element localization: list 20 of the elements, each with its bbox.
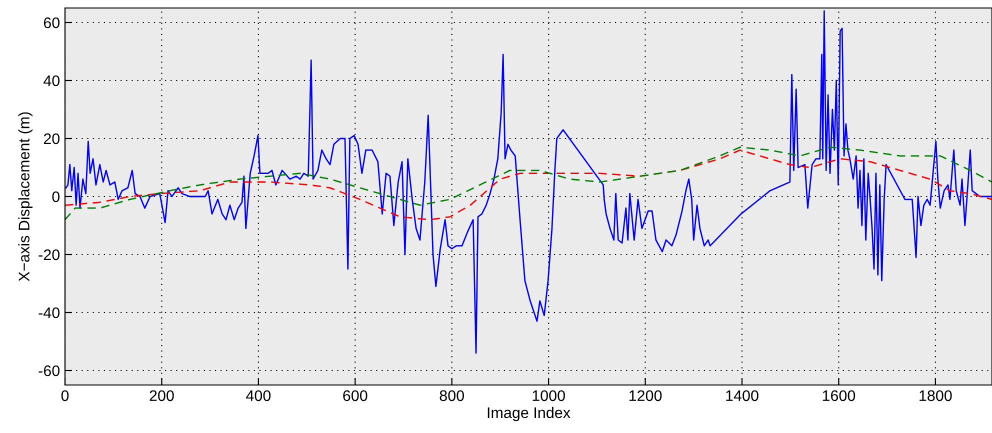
- x-tick-label: 1200: [629, 390, 662, 402]
- x-tick-label: 800: [440, 390, 464, 402]
- x-tick-label: 1400: [726, 390, 758, 402]
- line-series: [65, 10, 992, 354]
- y-tick-label: 0: [52, 191, 60, 202]
- y-tick-label: 40: [44, 75, 60, 86]
- x-tick-label: 600: [343, 390, 368, 402]
- y-tick-label: 60: [44, 17, 60, 28]
- x-axis-title: Image Index: [488, 406, 570, 422]
- y-tick-label: -60: [38, 365, 60, 376]
- x-tick-label: 1800: [920, 390, 952, 402]
- y-tick-label: 20: [44, 133, 60, 144]
- x-tick-label: 0: [61, 390, 69, 402]
- x-tick-label: 400: [246, 390, 271, 402]
- x-tick-label: 1000: [532, 390, 565, 402]
- x-tick-label: 1600: [822, 390, 856, 402]
- y-tick-label: -40: [38, 307, 60, 318]
- y-tick-label: -20: [38, 249, 60, 260]
- y-axis-title: X−axis Displacement (m): [18, 112, 33, 282]
- x-tick-label: 200: [150, 390, 174, 402]
